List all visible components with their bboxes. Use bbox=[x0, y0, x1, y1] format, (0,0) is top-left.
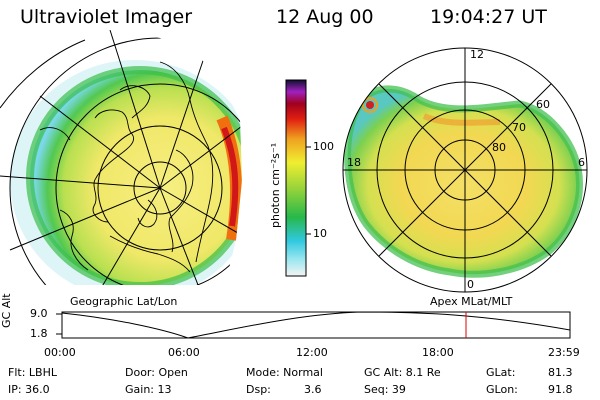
instrument-title: Ultraviolet Imager bbox=[20, 6, 193, 28]
status-ip: IP: 36.0 bbox=[8, 383, 50, 396]
mlt-label-6: 6 bbox=[578, 156, 585, 169]
status-mode: Mode: Normal bbox=[246, 366, 323, 379]
colorbar-tick-10: 10 bbox=[313, 227, 327, 240]
status-door: Door: Open bbox=[125, 366, 188, 379]
mlt-label-12: 12 bbox=[470, 48, 484, 61]
altitude-curve bbox=[61, 311, 571, 339]
geographic-caption: Geographic Lat/Lon bbox=[70, 295, 178, 308]
altitude-plot-frame bbox=[61, 311, 571, 339]
mlat-label-80: 80 bbox=[492, 141, 506, 154]
mlat-label-60: 60 bbox=[536, 98, 550, 111]
status-glat-value: 81.3 bbox=[548, 366, 573, 379]
date-label: 12 Aug 00 bbox=[276, 6, 374, 28]
xtick-1200: 12:00 bbox=[296, 346, 328, 359]
xtick-1800: 18:00 bbox=[422, 346, 454, 359]
lat-lon-grid bbox=[0, 30, 242, 285]
altitude-plot bbox=[56, 311, 571, 339]
auroral-oval-geographic bbox=[30, 70, 242, 285]
geographic-map-panel bbox=[0, 30, 242, 285]
time-label: 19:04:27 UT bbox=[430, 6, 547, 28]
xtick-2359: 23:59 bbox=[548, 346, 580, 359]
mlat-label-70: 70 bbox=[512, 121, 526, 134]
altitude-ytick-1-8: 1.8 bbox=[30, 327, 48, 340]
mlat-mlt-panel bbox=[342, 47, 588, 293]
status-dsp-value: 3.6 bbox=[304, 383, 322, 396]
mlt-label-18: 18 bbox=[347, 156, 361, 169]
status-seq: Seq: 39 bbox=[364, 383, 406, 396]
mlat-grid bbox=[342, 47, 588, 293]
apex-caption: Apex MLat/MLT bbox=[430, 295, 513, 308]
status-glon-label: GLon: bbox=[486, 383, 518, 396]
status-gcalt: GC Alt: 8.1 Re bbox=[364, 366, 441, 379]
auroral-oval-magnetic bbox=[347, 88, 580, 275]
xtick-0600: 06:00 bbox=[168, 346, 200, 359]
altitude-ylabel: GC Alt bbox=[0, 293, 13, 328]
status-gain: Gain: 13 bbox=[125, 383, 172, 396]
intensity-colorbar bbox=[285, 79, 311, 277]
status-dsp-label: Dsp: bbox=[246, 383, 271, 396]
xtick-0000: 00:00 bbox=[44, 346, 76, 359]
mlt-label-0: 0 bbox=[467, 278, 474, 291]
colorbar-tick-100: 100 bbox=[313, 140, 334, 153]
altitude-ytick-9: 9.0 bbox=[30, 307, 48, 320]
status-glat-label: GLat: bbox=[486, 366, 516, 379]
status-glon-value: 91.8 bbox=[548, 383, 573, 396]
status-flt: Flt: LBHL bbox=[8, 366, 57, 379]
